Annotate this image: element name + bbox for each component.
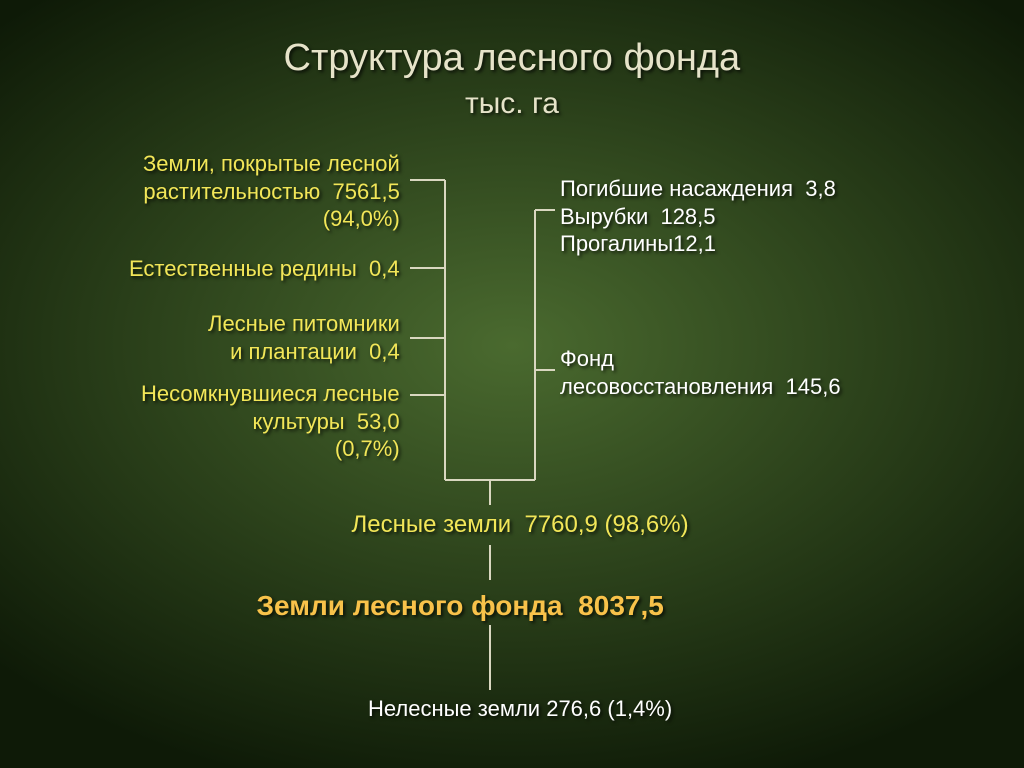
left-item-2: Лесные питомники и плантации 0,4 (208, 310, 400, 365)
left-item-1: Естественные редины 0,4 (129, 255, 400, 283)
zemli-lesnogo-fonda: Земли лесного фонда 8037,5 (257, 588, 664, 623)
title-line1: Структура лесного фонда (284, 35, 741, 83)
right-item-0: Погибшие насаждения 3,8 Вырубки 128,5 Пр… (560, 175, 836, 258)
right-item-1: Фонд лесовосстановления 145,6 (560, 345, 841, 400)
diagram-stage: Структура лесного фондатыс. га Земли, пок… (0, 0, 1024, 768)
left-item-3: Несомкнувшиеся лесные культуры 53,0 (0,7… (141, 380, 400, 463)
title-line2: тыс. га (465, 85, 559, 123)
lesnye-zemli: Лесные земли 7760,9 (98,6%) (352, 510, 689, 540)
left-item-0: Земли, покрытые лесной растительностью 7… (143, 150, 400, 233)
nelesnye-zemli: Нелесные земли 276,6 (1,4%) (368, 695, 672, 723)
